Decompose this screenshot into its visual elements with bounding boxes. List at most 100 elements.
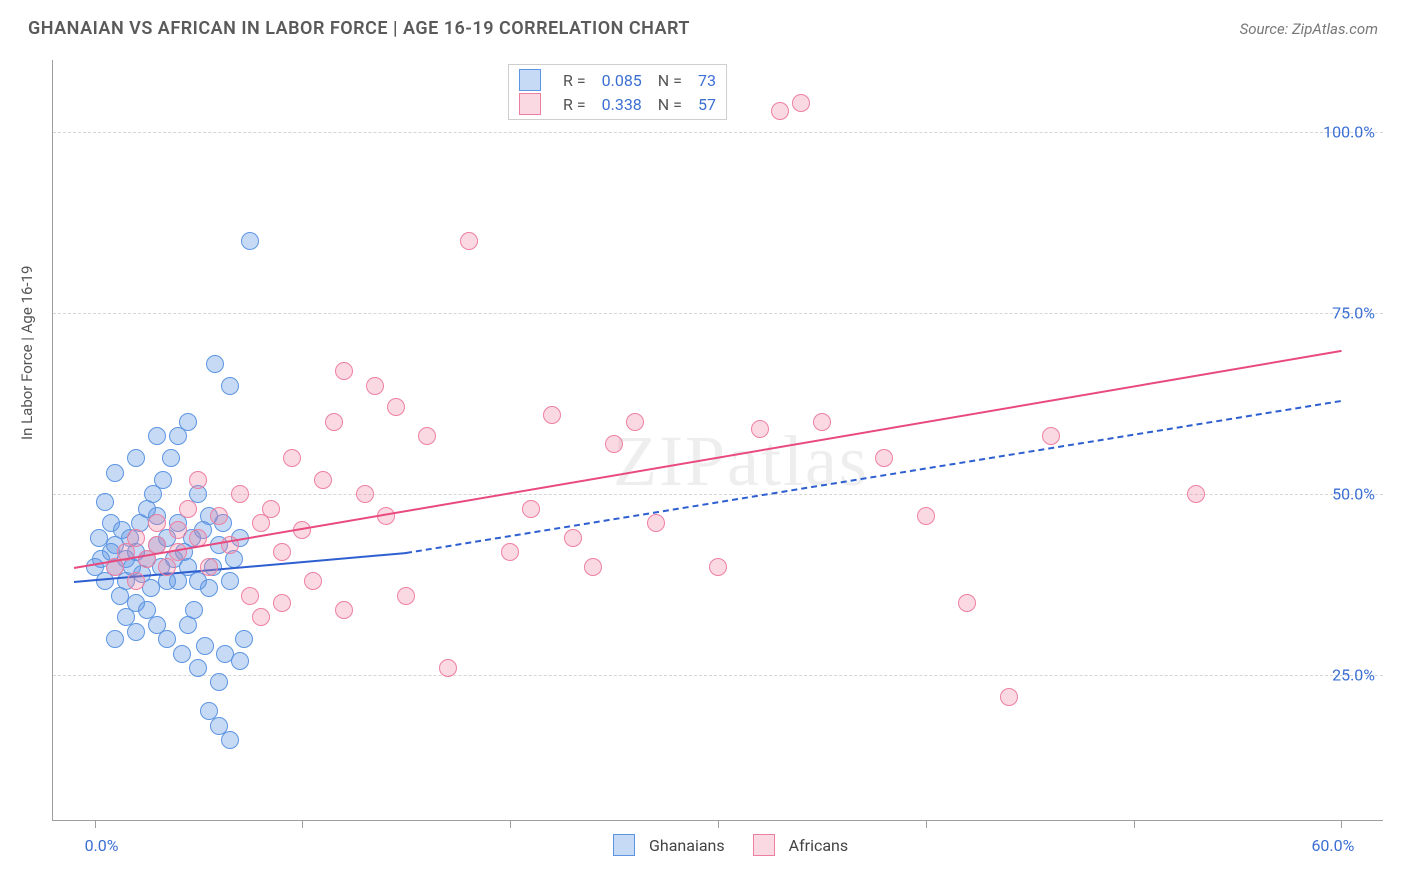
data-point <box>1187 485 1205 503</box>
trend-line <box>74 350 1342 569</box>
data-point <box>501 543 519 561</box>
data-point <box>196 637 214 655</box>
data-point <box>335 601 353 619</box>
data-point <box>709 558 727 576</box>
legend-stats-row: R = 0.085N = 73 <box>519 68 716 92</box>
data-point <box>366 377 384 395</box>
data-point <box>262 500 280 518</box>
legend-series-item: Ghanaians <box>613 834 725 856</box>
x-max-label: 60.0% <box>1311 836 1354 855</box>
data-point <box>106 464 124 482</box>
data-point <box>96 493 114 511</box>
data-point <box>231 485 249 503</box>
data-point <box>169 521 187 539</box>
data-point <box>304 572 322 590</box>
x-tick <box>718 820 719 828</box>
data-point <box>813 413 831 431</box>
data-point <box>200 558 218 576</box>
legend-series-item: Africans <box>753 834 848 856</box>
r-value: 0.085 <box>602 71 642 90</box>
data-point <box>626 413 644 431</box>
series-name: Ghanaians <box>649 836 725 855</box>
gridline <box>53 313 1383 314</box>
data-point <box>792 94 810 112</box>
data-point <box>127 572 145 590</box>
series-name: Africans <box>789 836 848 855</box>
data-point <box>235 630 253 648</box>
data-point <box>206 355 224 373</box>
x-tick <box>1341 820 1342 828</box>
data-point <box>231 652 249 670</box>
trend-line-dashed <box>406 400 1341 554</box>
y-tick-label: 50.0% <box>1332 485 1375 504</box>
data-point <box>771 102 789 120</box>
data-point <box>158 630 176 648</box>
data-point <box>418 427 436 445</box>
data-point <box>314 471 332 489</box>
data-point <box>543 406 561 424</box>
y-tick-label: 75.0% <box>1332 304 1375 323</box>
data-point <box>397 587 415 605</box>
data-point <box>179 500 197 518</box>
data-point <box>283 449 301 467</box>
chart-plot-area: ZIPatlas 25.0%50.0%75.0%100.0%0.0%60.0%R… <box>52 60 1383 821</box>
data-point <box>460 232 478 250</box>
r-label: R = <box>563 95 586 114</box>
data-point <box>1042 427 1060 445</box>
data-point <box>127 529 145 547</box>
data-point <box>241 587 259 605</box>
data-point <box>127 623 145 641</box>
data-point <box>1000 688 1018 706</box>
n-value: 57 <box>698 95 716 114</box>
data-point <box>439 659 457 677</box>
data-point <box>875 449 893 467</box>
gridline <box>53 132 1383 133</box>
legend-series: Ghanaians Africans <box>613 834 848 856</box>
data-point <box>751 420 769 438</box>
data-point <box>148 616 166 634</box>
data-point <box>522 500 540 518</box>
data-point <box>90 529 108 547</box>
n-value: 73 <box>698 71 716 90</box>
data-point <box>173 645 191 663</box>
data-point <box>356 485 374 503</box>
data-point <box>325 413 343 431</box>
y-axis-label: In Labor Force | Age 16-19 <box>18 266 36 440</box>
source-label: Source: ZipAtlas.com <box>1240 20 1378 38</box>
legend-swatch <box>753 834 775 856</box>
data-point <box>189 471 207 489</box>
data-point <box>564 529 582 547</box>
data-point <box>127 449 145 467</box>
legend-swatch <box>613 834 635 856</box>
data-point <box>273 594 291 612</box>
legend-swatch <box>519 93 541 115</box>
data-point <box>185 601 203 619</box>
data-point <box>241 232 259 250</box>
data-point <box>154 471 172 489</box>
y-tick-label: 25.0% <box>1332 666 1375 685</box>
data-point <box>162 449 180 467</box>
x-tick <box>510 820 511 828</box>
chart-title: GHANAIAN VS AFRICAN IN LABOR FORCE | AGE… <box>28 18 690 39</box>
data-point <box>917 507 935 525</box>
data-point <box>221 572 239 590</box>
data-point <box>106 630 124 648</box>
x-tick <box>926 820 927 828</box>
data-point <box>148 514 166 532</box>
data-point <box>221 377 239 395</box>
data-point <box>148 427 166 445</box>
gridline <box>53 494 1383 495</box>
data-point <box>958 594 976 612</box>
legend-swatch <box>519 69 541 91</box>
y-tick-label: 100.0% <box>1323 123 1375 142</box>
data-point <box>210 673 228 691</box>
x-tick <box>302 820 303 828</box>
watermark: ZIPatlas <box>613 420 869 503</box>
data-point <box>605 435 623 453</box>
data-point <box>102 514 120 532</box>
data-point <box>210 507 228 525</box>
data-point <box>584 558 602 576</box>
data-point <box>647 514 665 532</box>
data-point <box>189 659 207 677</box>
x-tick <box>1134 820 1135 828</box>
